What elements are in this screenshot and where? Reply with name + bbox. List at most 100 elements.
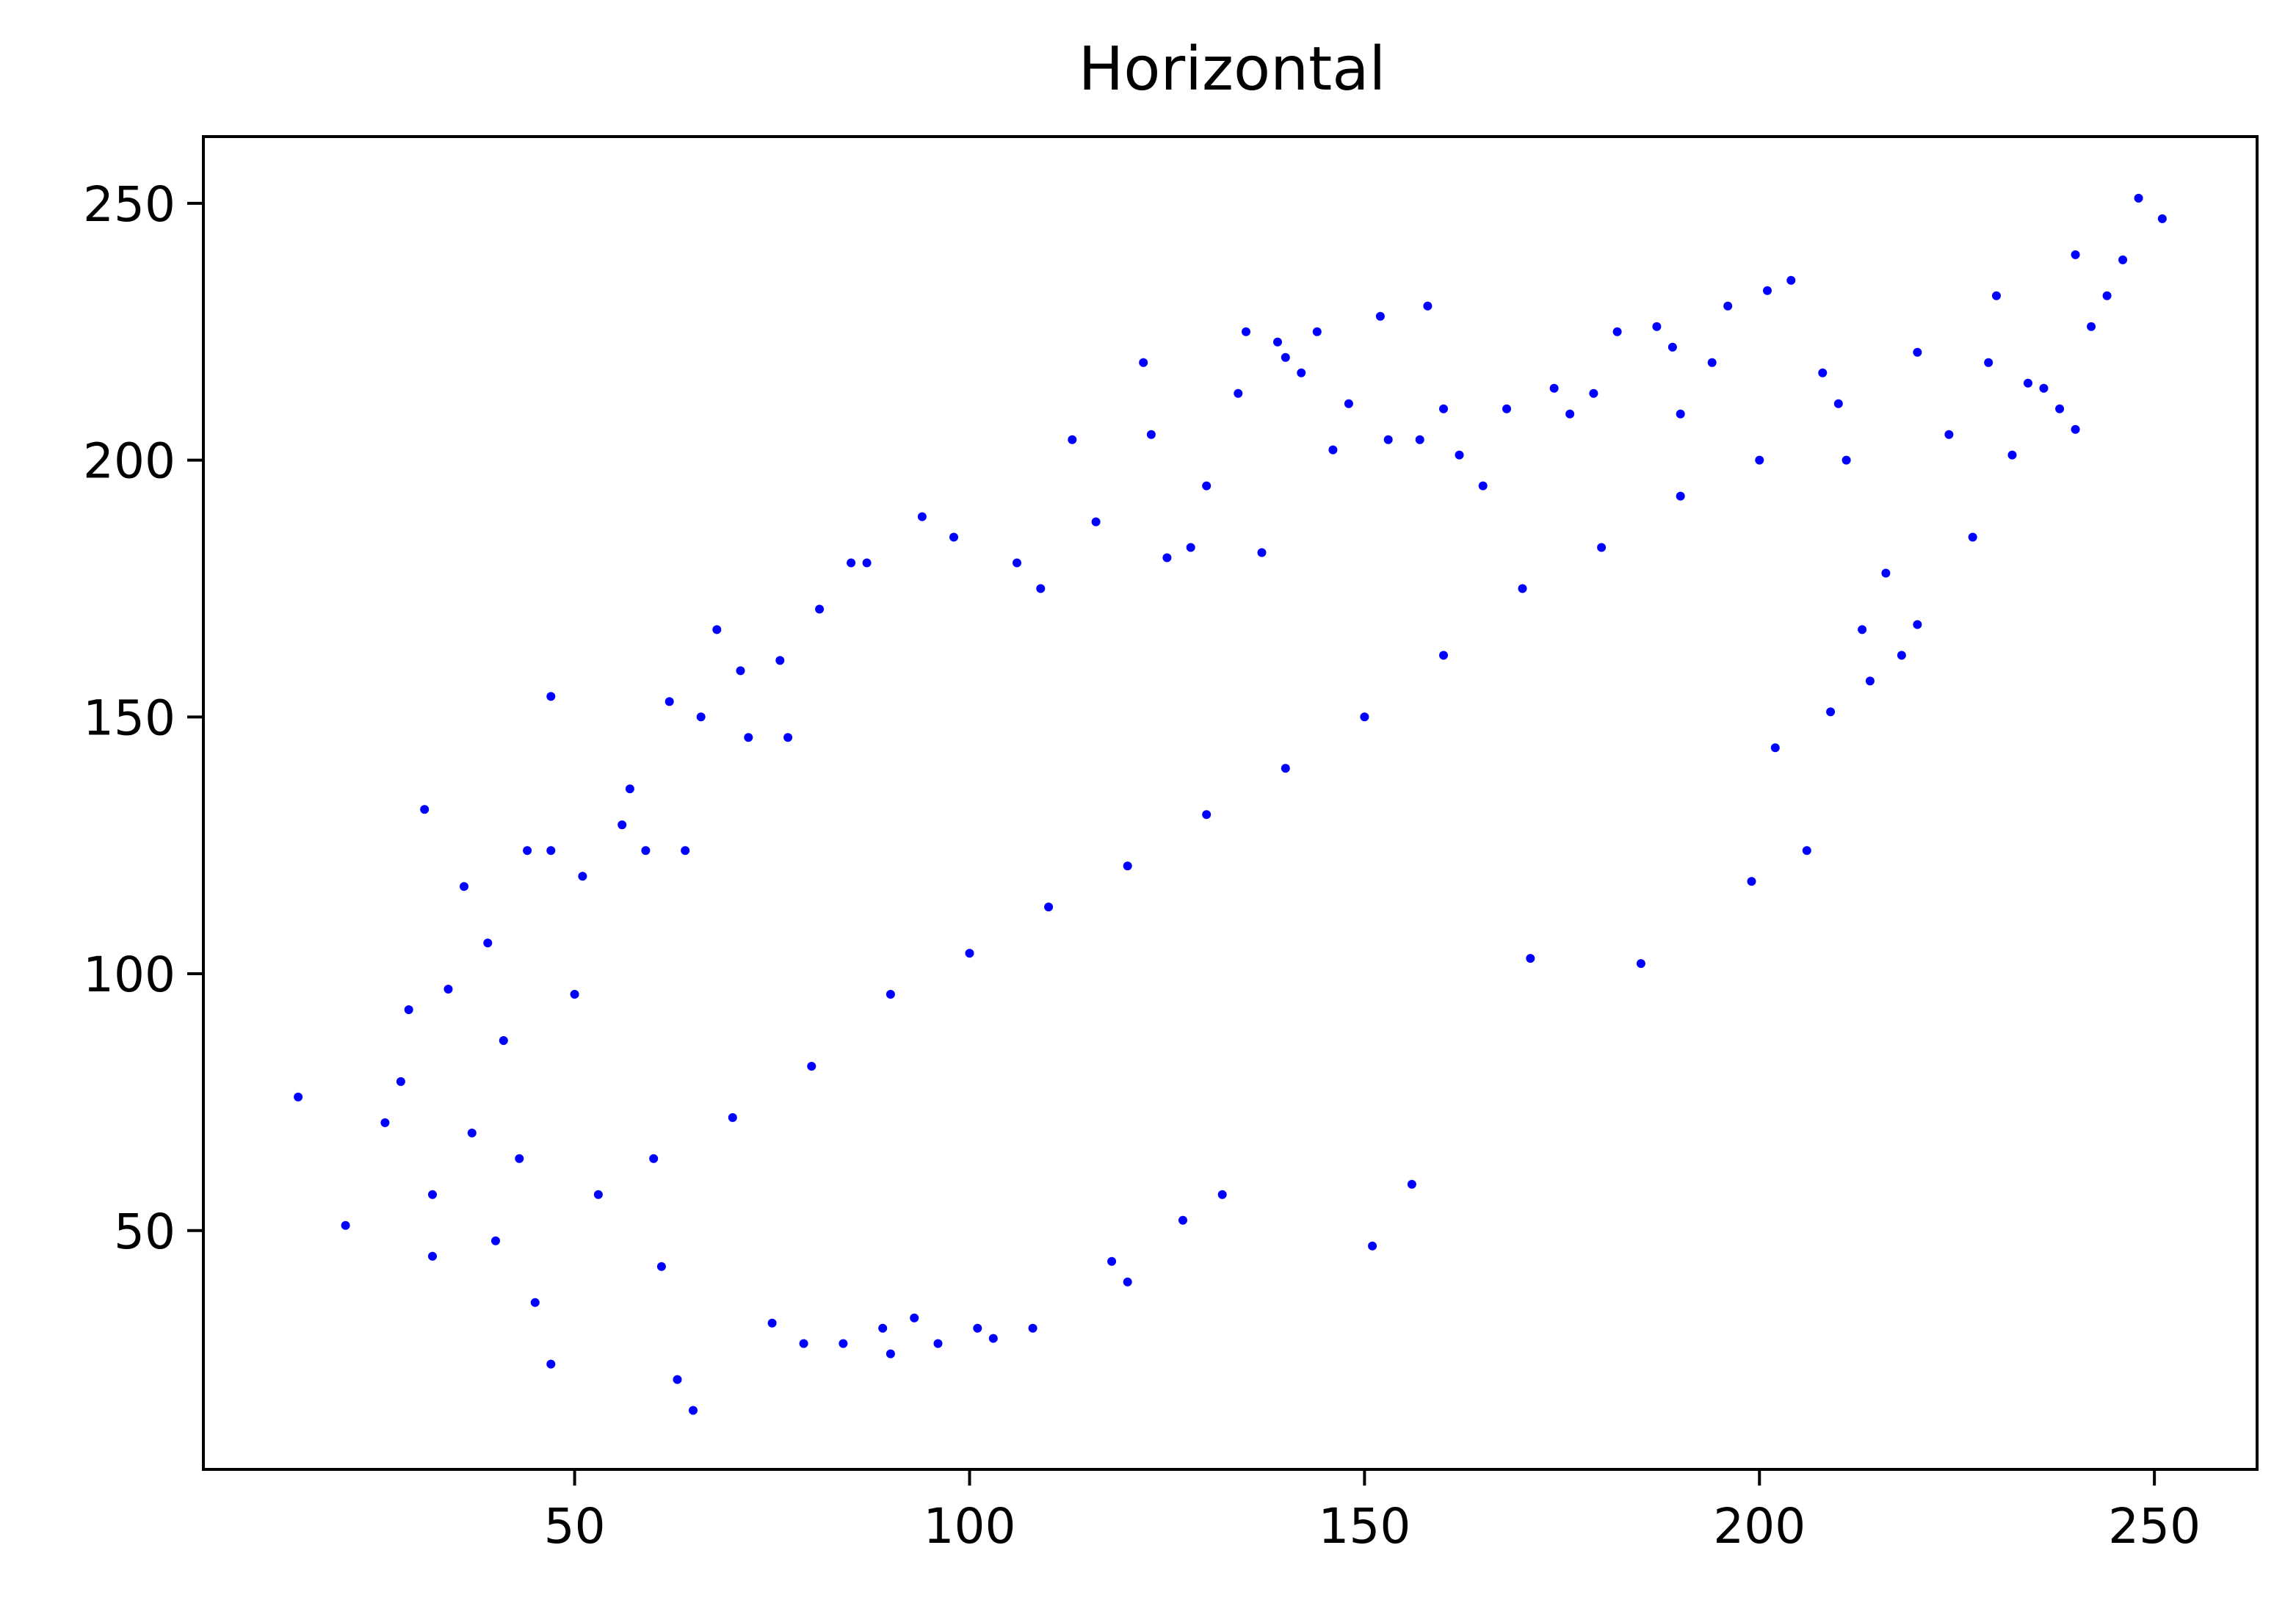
data-point bbox=[1589, 388, 1598, 398]
data-point bbox=[807, 1062, 816, 1071]
data-point bbox=[1415, 435, 1424, 444]
data-point bbox=[1013, 558, 1021, 568]
data-point bbox=[578, 872, 587, 881]
data-point bbox=[1992, 291, 2001, 300]
data-point bbox=[1439, 651, 1448, 660]
data-point bbox=[1273, 337, 1282, 347]
data-point bbox=[1968, 532, 1977, 542]
data-point bbox=[1375, 311, 1385, 321]
data-point bbox=[1178, 1215, 1187, 1225]
data-point bbox=[546, 692, 556, 701]
data-point bbox=[1107, 1256, 1117, 1266]
data-point bbox=[1565, 409, 1575, 419]
data-point bbox=[2007, 450, 2017, 460]
data-point bbox=[1146, 430, 1156, 439]
data-point bbox=[1858, 625, 1867, 634]
data-point bbox=[618, 820, 627, 830]
data-point bbox=[965, 949, 974, 958]
data-point bbox=[428, 1251, 437, 1261]
data-point bbox=[1597, 543, 1607, 552]
data-point bbox=[1984, 358, 1993, 367]
plot-frame bbox=[202, 135, 2259, 1471]
data-point bbox=[696, 712, 706, 722]
data-point bbox=[641, 846, 651, 855]
data-point bbox=[917, 512, 927, 521]
data-point bbox=[1202, 810, 1212, 820]
data-point bbox=[1676, 491, 1685, 501]
data-point bbox=[1636, 959, 1645, 969]
data-point bbox=[1676, 409, 1685, 419]
data-point bbox=[815, 604, 825, 614]
data-point bbox=[712, 625, 722, 634]
data-point bbox=[1368, 1241, 1377, 1251]
data-point bbox=[546, 846, 556, 855]
data-point bbox=[1478, 481, 1488, 491]
data-point bbox=[1707, 358, 1717, 367]
data-point bbox=[499, 1036, 508, 1045]
data-point bbox=[1502, 404, 1511, 413]
data-point bbox=[1234, 388, 1243, 398]
data-point bbox=[988, 1334, 998, 1343]
data-point bbox=[2157, 214, 2167, 223]
y-tick-label: 250 bbox=[83, 176, 175, 233]
data-point bbox=[1549, 383, 1559, 393]
data-point bbox=[2087, 322, 2096, 331]
data-point bbox=[949, 532, 958, 542]
data-point bbox=[862, 558, 872, 568]
data-point bbox=[1763, 286, 1772, 295]
data-point bbox=[491, 1236, 500, 1245]
data-point bbox=[1091, 517, 1101, 527]
data-point bbox=[428, 1190, 437, 1199]
data-point bbox=[736, 666, 745, 676]
data-point bbox=[1328, 445, 1338, 455]
data-point bbox=[744, 733, 753, 742]
data-point bbox=[1186, 543, 1195, 552]
data-point bbox=[1841, 455, 1851, 465]
data-point bbox=[1344, 399, 1353, 408]
data-point bbox=[847, 558, 856, 568]
data-point bbox=[2024, 378, 2032, 388]
data-point bbox=[886, 990, 895, 999]
data-point bbox=[1162, 553, 1172, 562]
x-tick-label: 50 bbox=[544, 1498, 606, 1555]
data-point bbox=[1281, 764, 1290, 773]
x-axis: 50 100 150 200 250 bbox=[544, 1469, 2201, 1555]
data-point bbox=[2039, 383, 2049, 393]
points-layer bbox=[294, 193, 2167, 1415]
data-point bbox=[1383, 435, 1393, 444]
data-point bbox=[1826, 707, 1836, 717]
data-point bbox=[2134, 193, 2143, 203]
data-point bbox=[1407, 1179, 1416, 1189]
data-point bbox=[341, 1220, 350, 1230]
data-point bbox=[460, 882, 468, 891]
data-point bbox=[1770, 743, 1780, 753]
data-point bbox=[530, 1298, 540, 1307]
data-point bbox=[1123, 1277, 1132, 1287]
data-point bbox=[1202, 481, 1212, 491]
data-point bbox=[625, 784, 634, 794]
data-point bbox=[839, 1339, 848, 1348]
data-point bbox=[1028, 1323, 1037, 1333]
data-point bbox=[1297, 368, 1306, 377]
data-point bbox=[2071, 250, 2080, 259]
data-point bbox=[1667, 342, 1677, 352]
data-point bbox=[2055, 404, 2065, 413]
data-point bbox=[1044, 902, 1054, 912]
data-point bbox=[910, 1313, 919, 1323]
data-point bbox=[1257, 548, 1267, 557]
data-point bbox=[1897, 651, 1906, 660]
data-point bbox=[570, 990, 579, 999]
data-point bbox=[1423, 301, 1433, 311]
chart-title: Horizontal bbox=[1079, 35, 1386, 104]
data-point bbox=[2118, 255, 2128, 264]
data-point bbox=[1786, 275, 1796, 285]
y-tick-label: 200 bbox=[83, 433, 175, 490]
y-tick-label: 50 bbox=[114, 1204, 175, 1260]
x-tick-label: 100 bbox=[924, 1498, 1016, 1555]
data-point bbox=[649, 1154, 659, 1163]
x-tick-label: 150 bbox=[1318, 1498, 1410, 1555]
data-point bbox=[1747, 877, 1756, 886]
data-point bbox=[681, 846, 690, 855]
